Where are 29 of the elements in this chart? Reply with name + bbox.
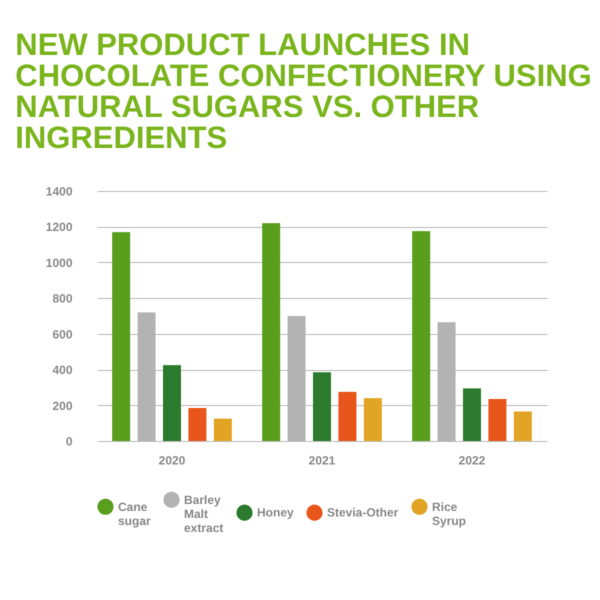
y-tick-label: 400	[52, 363, 73, 378]
y-tick-label: 0	[66, 434, 73, 448]
bar	[364, 398, 382, 441]
legend-label: Stevia-Other	[327, 506, 399, 520]
bar	[412, 231, 430, 441]
y-tick-label: 1200	[46, 220, 73, 234]
chart-title: NEW PRODUCT LAUNCHES IN CHOCOLATE CONFECTIONERY USING NATURAL SUGARS VS. OTHER INGREDIENTS	[15, 27, 592, 155]
legend-label: Cane sugar	[118, 500, 152, 528]
bar	[463, 388, 481, 441]
y-tick-label: 1000	[46, 256, 73, 270]
legend-label: Rice Syrup	[432, 500, 466, 528]
bar	[188, 408, 206, 441]
bar	[112, 232, 130, 441]
bar	[262, 223, 280, 441]
bar	[214, 418, 232, 441]
bar	[514, 412, 532, 441]
x-tick-label: 2022	[458, 454, 486, 468]
legend-label: Barley Malt extract	[184, 492, 224, 535]
bar	[163, 365, 181, 441]
y-tick-label: 200	[52, 398, 73, 413]
legend-label: Honey	[257, 506, 294, 520]
y-tick-label: 600	[52, 327, 73, 342]
y-tick-label: 800	[52, 292, 73, 306]
bar	[488, 399, 506, 441]
x-tick-label: 2020	[158, 454, 186, 468]
x-tick-label: 2021	[308, 454, 336, 468]
bar	[313, 372, 331, 441]
bar	[338, 392, 356, 441]
y-tick-label: 1400	[46, 184, 73, 198]
